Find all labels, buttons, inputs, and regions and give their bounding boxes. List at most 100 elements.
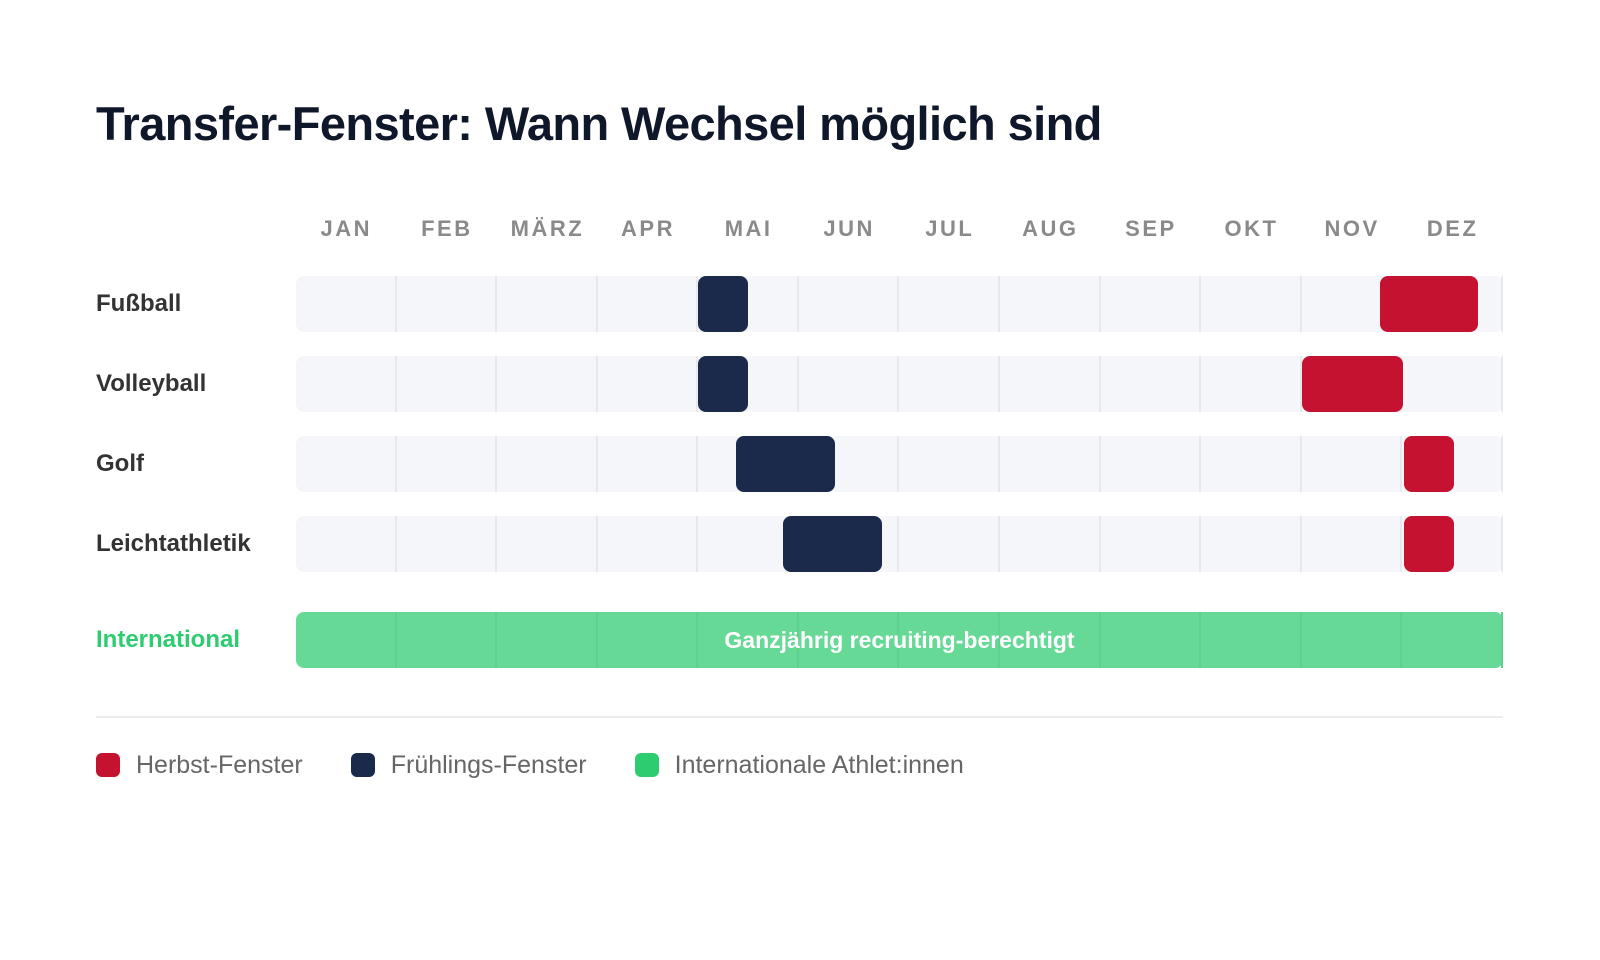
timeline-track	[296, 276, 1503, 332]
month-grid-cell	[799, 612, 900, 668]
month-grid-cell	[1101, 516, 1202, 572]
month-grid-cell	[698, 276, 799, 332]
month-grid-cell	[1000, 356, 1101, 412]
month-grid-cell	[1101, 612, 1202, 668]
fall-window-bar	[1302, 356, 1404, 412]
month-grid-cell	[397, 356, 498, 412]
sport-row-fussball: Fußball	[96, 276, 1503, 332]
month-grid-cell	[1402, 276, 1503, 332]
month-grid-cell	[296, 356, 397, 412]
timeline-track	[296, 516, 1503, 572]
month-grid-cell	[1201, 436, 1302, 492]
month-grid-cell	[1402, 516, 1503, 572]
month-grid-cell	[296, 276, 397, 332]
month-grid-cell	[598, 516, 699, 572]
month-grid-cell	[397, 516, 498, 572]
sport-row-golf: Golf	[96, 436, 1503, 492]
international-bar-text: Ganzjährig recruiting-berechtigt	[724, 627, 1075, 653]
month-label: APR	[621, 216, 675, 241]
month-label: NOV	[1324, 216, 1380, 241]
month-grid-cell	[899, 612, 1001, 668]
month-label: SEP	[1125, 216, 1177, 241]
international-row: International Ganzjährig recruiting-bere…	[96, 612, 1503, 668]
month-grid-cell	[1101, 276, 1202, 332]
legend-item-fall: Herbst-Fenster	[96, 751, 303, 780]
spring-window-bar	[698, 276, 749, 332]
month-label: JUN	[823, 216, 875, 241]
month-grid-cell	[1201, 612, 1302, 668]
legend-item-international: Internationale Athlet:innen	[634, 750, 964, 780]
fall-window-bar	[1380, 276, 1478, 332]
row-label: Leichtathletik	[96, 530, 251, 557]
month-grid-cell	[497, 612, 598, 668]
fall-window-bar	[1404, 516, 1454, 572]
month-grid-cell	[1201, 516, 1302, 572]
month-grid-cell	[497, 516, 598, 572]
spring-window-bar	[698, 356, 749, 412]
month-grid-cell	[899, 276, 1001, 332]
spring-window-bar	[735, 436, 835, 492]
month-grid-cell	[698, 356, 799, 412]
month-label: MAI	[724, 216, 773, 241]
month-axis: JAN FEB MÄRZ APR MAI JUN JUL AUG SEP OKT…	[296, 214, 1503, 244]
month-grid-cell	[899, 516, 1001, 572]
month-grid-cell	[296, 516, 397, 572]
month-grid-cell	[598, 356, 699, 412]
month-grid-cell	[1201, 356, 1302, 412]
month-grid-cell	[598, 612, 699, 668]
month-grid-cell	[397, 612, 498, 668]
month-grid-cell	[899, 436, 1001, 492]
legend-label: Frühlings-Fenster	[390, 750, 587, 779]
month-grid-cell	[296, 436, 397, 492]
month-grid-cell	[1402, 612, 1503, 668]
month-grid-cell	[1000, 612, 1101, 668]
month-label: JUL	[925, 216, 975, 241]
month-grid-cell	[1302, 516, 1403, 572]
month-grid-cell	[1101, 436, 1202, 492]
spring-window-bar	[783, 516, 882, 572]
legend-label: Herbst-Fenster	[136, 750, 303, 779]
legend-item-spring: Frühlings-Fenster	[350, 750, 587, 780]
month-label: OKT	[1224, 216, 1279, 241]
month-label: FEB	[421, 216, 473, 241]
month-grid-cell	[799, 436, 900, 492]
month-grid-cell	[296, 612, 397, 668]
month-grid-cell	[397, 436, 498, 492]
month-label: DEZ	[1426, 216, 1479, 241]
row-label: Fußball	[96, 290, 182, 317]
month-grid-cell	[799, 516, 900, 572]
month-grid-cell	[1000, 276, 1101, 332]
chart-title: Transfer-Fenster: Wann Wechsel möglich s…	[96, 97, 1102, 150]
month-label: MÄRZ	[510, 216, 585, 241]
month-grid-cell	[1201, 276, 1302, 332]
legend-divider	[96, 716, 1503, 718]
month-grid-cell	[1302, 612, 1403, 668]
month-grid-cell	[1402, 436, 1503, 492]
month-grid-cell	[698, 612, 799, 668]
fall-window-bar	[1404, 436, 1454, 492]
sport-row-leichtathletik: Leichtathletik	[96, 516, 1503, 572]
timeline-track	[296, 356, 1503, 412]
month-grid-cell	[397, 276, 498, 332]
sport-row-volleyball: Volleyball	[96, 356, 1503, 412]
legend-label: Internationale Athlet:innen	[674, 750, 964, 779]
month-grid-cell	[1000, 436, 1101, 492]
row-label: Volleyball	[96, 370, 207, 397]
month-label: JAN	[320, 216, 373, 241]
legend: Herbst-Fenster Frühlings-Fenster Interna…	[96, 750, 1012, 780]
month-grid-cell	[497, 356, 598, 412]
month-grid-cell	[799, 276, 900, 332]
spring-swatch-icon	[350, 753, 375, 777]
month-grid-cell	[1101, 356, 1202, 412]
month-grid-cell	[598, 436, 699, 492]
fall-swatch-icon	[96, 753, 120, 777]
month-grid-cell	[497, 436, 598, 492]
international-bar: Ganzjährig recruiting-berechtigt	[296, 612, 1503, 668]
month-grid-cell	[497, 276, 598, 332]
month-grid-cell	[1000, 516, 1101, 572]
month-grid-cell	[1402, 356, 1503, 412]
row-label: Golf	[96, 450, 144, 477]
month-label: AUG	[1022, 216, 1079, 241]
international-swatch-icon	[634, 753, 659, 777]
international-label: International	[96, 626, 241, 653]
